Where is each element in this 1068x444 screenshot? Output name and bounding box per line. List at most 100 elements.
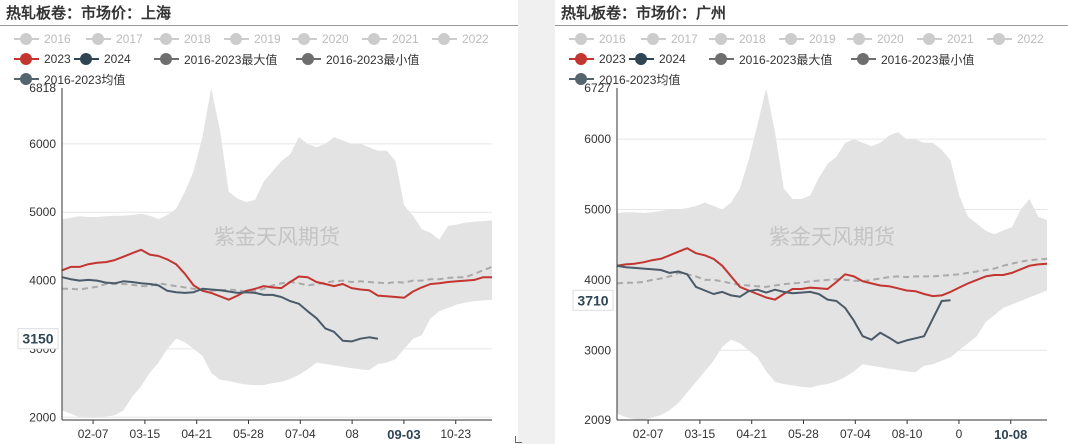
chart-title: 热轧板卷：市场价：上海: [6, 4, 172, 22]
legend-marker-icon: [709, 52, 734, 66]
legend-item-2024[interactable]: 2024: [74, 50, 131, 68]
title-divider: [555, 25, 1068, 26]
legend-item-2019[interactable]: 2019: [779, 30, 836, 48]
x-tick-label: 03-15: [685, 427, 716, 441]
y-tick-label: 4000: [29, 274, 56, 288]
legend-item-2024[interactable]: 2024: [629, 50, 686, 68]
chart-legend[interactable]: 2016 2017 2018 2019 2020 2021 2022 2023 2024 2016…: [569, 28, 1068, 90]
legend-marker-icon: [86, 32, 111, 46]
legend-marker-icon: [569, 72, 594, 86]
legend-item-2016-2023最小值[interactable]: 2016-2023最小值: [296, 50, 419, 68]
legend-item-2016[interactable]: 2016: [14, 30, 71, 48]
x-tick-label: 02-07: [633, 427, 664, 441]
legend-marker-icon: [432, 32, 457, 46]
x-tick-label: 0: [956, 427, 963, 441]
legend-marker-icon: [629, 52, 654, 66]
legend-item-2021[interactable]: 2021: [362, 30, 419, 48]
x-tick-label: 02-07: [78, 427, 109, 441]
legend-item-2016-2023最大值[interactable]: 2016-2023最大值: [709, 50, 832, 68]
legend-marker-icon: [154, 52, 179, 66]
legend-label: 2023: [599, 52, 626, 66]
legend-item-2020[interactable]: 2020: [292, 30, 349, 48]
legend-label: 2016-2023最小值: [881, 52, 975, 67]
y-axis-max-label: 6727: [584, 81, 611, 95]
series-2024-line: [61, 276, 379, 343]
max-min-band: [62, 88, 492, 418]
legend-item-2020[interactable]: 2020: [847, 30, 904, 48]
legend-item-2022[interactable]: 2022: [432, 30, 489, 48]
line-chart: 200030004000500060006818紫金天风期货02-0703-15…: [17, 81, 493, 444]
legend-label: 2017: [671, 32, 698, 46]
legend-item-2016[interactable]: 2016: [569, 30, 626, 48]
y-axis-max-label: 6818: [29, 81, 56, 95]
crosshair-y-label: 3710: [577, 292, 608, 308]
legend-label: 2024: [659, 52, 686, 66]
crosshair-x-box: [379, 425, 428, 444]
legend-item-2021[interactable]: 2021: [917, 30, 974, 48]
watermark: 紫金天风期货: [214, 225, 340, 249]
y-tick-label: 6000: [584, 132, 611, 146]
x-tick-label: 04-21: [181, 427, 212, 441]
legend-item-2016-2023最小值[interactable]: 2016-2023最小值: [851, 50, 974, 68]
legend-label: 2019: [809, 32, 836, 46]
y-tick-label: 2000: [29, 410, 56, 424]
y-tick-label: 5000: [29, 205, 56, 219]
legend-label: 2021: [947, 32, 974, 46]
legend-marker-icon: [224, 32, 249, 46]
legend-label: 2020: [877, 32, 904, 46]
crosshair-x-box: [986, 425, 1035, 444]
legend-marker-icon: [296, 52, 321, 66]
legend-label: 2018: [184, 32, 211, 46]
x-tick-label: 05-28: [788, 427, 819, 441]
legend-marker-icon: [362, 32, 387, 46]
legend-item-2017[interactable]: 2017: [641, 30, 698, 48]
legend-item-2016-2023均值[interactable]: 2016-2023均值: [14, 70, 125, 88]
legend-item-2023[interactable]: 2023: [14, 50, 71, 68]
legend-item-2022[interactable]: 2022: [987, 30, 1044, 48]
crosshair-y-box: [572, 289, 614, 311]
legend-label: 2020: [322, 32, 349, 46]
legend-marker-icon: [569, 32, 594, 46]
y-tick-label: 3000: [584, 343, 611, 357]
legend-item-2016-2023最大值[interactable]: 2016-2023最大值: [154, 50, 277, 68]
legend-marker-icon: [292, 32, 317, 46]
legend-item-2018[interactable]: 2018: [154, 30, 211, 48]
legend-marker-icon: [14, 32, 39, 46]
x-tick-label: 08-10: [892, 427, 923, 441]
crosshair-y-box: [17, 328, 59, 350]
legend-marker-icon: [74, 52, 99, 66]
legend-item-2017[interactable]: 2017: [86, 30, 143, 48]
legend-marker-icon: [851, 52, 876, 66]
y-tick-label: 4000: [584, 273, 611, 287]
chart-panel-guangzhou: 热轧板卷：市场价：广州 2016 2017 2018 2019 2020 2021 2022…: [555, 0, 1068, 444]
chart-legend[interactable]: 2016 2017 2018 2019 2020 2021 2022 2023 2024 2016…: [14, 28, 514, 90]
legend-marker-icon: [987, 32, 1012, 46]
legend-item-2023[interactable]: 2023: [569, 50, 626, 68]
legend-label: 2019: [254, 32, 281, 46]
legend-marker-icon: [641, 32, 666, 46]
y-axis-min-label: 2009: [584, 413, 611, 427]
crosshair-x-label: 10-08: [994, 427, 1027, 442]
legend-marker-icon: [569, 52, 594, 66]
legend-item-2016-2023均值[interactable]: 2016-2023均值: [569, 70, 680, 88]
x-tick-label: 07-04: [285, 427, 316, 441]
legend-label: 2016: [44, 32, 71, 46]
resize-handle[interactable]: [515, 436, 522, 443]
legend-label: 2017: [116, 32, 143, 46]
x-tick-label: 03-15: [130, 427, 161, 441]
legend-label: 2023: [44, 52, 71, 66]
legend-marker-icon: [154, 32, 179, 46]
legend-item-2018[interactable]: 2018: [709, 30, 766, 48]
legend-marker-icon: [14, 52, 39, 66]
series-avg-line: [616, 257, 1048, 288]
x-tick-label: 05-28: [233, 427, 264, 441]
legend-item-2019[interactable]: 2019: [224, 30, 281, 48]
legend-marker-icon: [779, 32, 804, 46]
watermark: 紫金天风期货: [769, 225, 895, 249]
chart-panel-shanghai: 热轧板卷：市场价：上海 2016 2017 2018 2019 2020 2021 2022…: [0, 0, 518, 444]
legend-label: 2016: [599, 32, 626, 46]
series-2023-line: [61, 248, 492, 301]
crosshair-y-label: 3150: [22, 331, 53, 347]
legend-label: 2016-2023最大值: [184, 52, 278, 67]
legend-marker-icon: [14, 72, 39, 86]
